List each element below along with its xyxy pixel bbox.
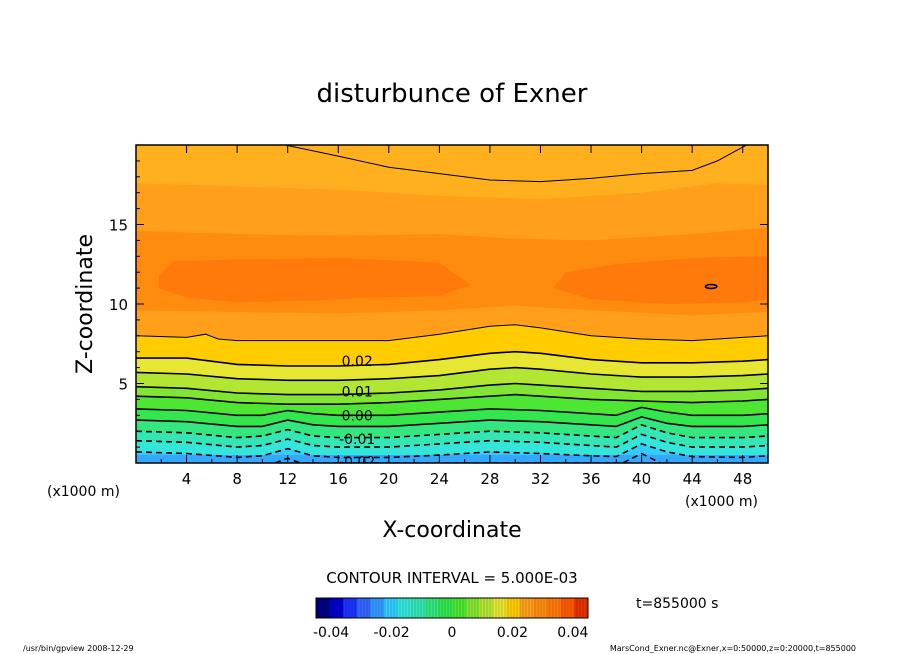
x-tick-label-36: 36 xyxy=(581,470,600,488)
colorbar-cell-14 xyxy=(506,598,521,618)
colorbar-cell-15 xyxy=(520,598,535,618)
contour-label-4: -0.02 xyxy=(339,454,375,470)
colorbar-tick-label-2: 0 xyxy=(448,625,457,641)
colorbar-cell-18 xyxy=(560,598,575,618)
contour-label-2: 0.00 xyxy=(342,408,373,424)
colorbar-cell-8 xyxy=(424,598,439,618)
chart-title: disturbunce of Exner xyxy=(317,79,588,109)
y-axis-label: Z-coordinate xyxy=(73,234,98,374)
contour-line-9 xyxy=(136,433,768,448)
closed-contour-0 xyxy=(704,283,718,290)
x-tick-label-28: 28 xyxy=(480,470,499,488)
x-units-right: (x1000 m) xyxy=(685,494,758,510)
contour-labels: 0.02 0.01 0.00 -0.01 -0.02 xyxy=(339,354,375,470)
colorbar-cell-12 xyxy=(479,598,494,618)
contour-line-0 xyxy=(285,145,747,183)
x-axis-label: X-coordinate xyxy=(382,518,521,543)
contour-interval-text: CONTOUR INTERVAL = 5.000E-03 xyxy=(326,569,577,587)
colorbar-cell-7 xyxy=(411,598,426,618)
colorbar-cell-4 xyxy=(370,598,385,618)
colorbar-cell-2 xyxy=(343,598,358,618)
colorbar-frame xyxy=(315,597,589,619)
orange-region-2 xyxy=(158,257,472,303)
x-tick-label-16: 16 xyxy=(329,470,348,488)
contour-line-2 xyxy=(136,350,768,367)
colorbar-cell-19 xyxy=(574,598,589,618)
contour-line-6 xyxy=(136,406,768,417)
colorbar-tick-label-4: 0.04 xyxy=(557,625,588,641)
contour-line-8 xyxy=(136,423,768,439)
colorbar: -0.04 -0.02 0 0.02 0.04 xyxy=(313,597,589,641)
contour-line-5 xyxy=(136,393,768,406)
contour-label-3: -0.01 xyxy=(339,432,375,448)
colorbar-cell-17 xyxy=(547,598,562,618)
colorbar-tick-label-1: -0.02 xyxy=(373,625,409,641)
contour-label-1: 0.01 xyxy=(342,384,373,400)
contour-line-3 xyxy=(136,366,768,382)
colorbar-cell-9 xyxy=(438,598,453,618)
colorbar-cell-3 xyxy=(356,598,371,618)
time-label: t=855000 s xyxy=(636,596,718,612)
colorbar-cell-11 xyxy=(465,598,480,618)
contour-line-1 xyxy=(136,324,768,342)
colorbar-cell-10 xyxy=(452,598,467,618)
x-tick-label-12: 12 xyxy=(278,470,297,488)
footer-left: /usr/bin/gpview 2008-12-29 xyxy=(23,644,134,653)
x-tick-label-8: 8 xyxy=(232,470,242,488)
y-tick-label-10: 10 xyxy=(109,296,128,314)
x-tick-label-48: 48 xyxy=(733,470,752,488)
colorbar-cell-16 xyxy=(533,598,548,618)
colorbar-cell-0 xyxy=(316,598,331,618)
colorbar-cell-1 xyxy=(329,598,344,618)
contour-line-10 xyxy=(136,443,768,459)
colorbar-cell-5 xyxy=(384,598,399,618)
contour-lines xyxy=(136,145,768,463)
x-tick-label-20: 20 xyxy=(379,470,398,488)
plot-area: 0.02 0.01 0.00 -0.01 -0.02 xyxy=(136,145,768,470)
bottom-blue-band xyxy=(136,455,768,463)
colorbar-cell-13 xyxy=(492,598,507,618)
contour-label-0: 0.02 xyxy=(342,354,373,370)
colorbar-tick-label-3: 0.02 xyxy=(497,625,528,641)
contour-line-11 xyxy=(274,452,661,463)
x-tick-label-40: 40 xyxy=(632,470,651,488)
orange-regions xyxy=(136,183,768,341)
x-units-left: (x1000 m) xyxy=(47,484,120,500)
x-tick-label-4: 4 xyxy=(182,470,192,488)
x-tick-label-44: 44 xyxy=(683,470,702,488)
filled-bands xyxy=(136,324,768,463)
contour-line-4 xyxy=(136,382,768,396)
contour-line-7 xyxy=(136,416,768,428)
orange-region-3 xyxy=(553,256,768,304)
y-tick-label-15: 15 xyxy=(109,217,128,235)
colorbar-cell-6 xyxy=(397,598,412,618)
x-tick-label-32: 32 xyxy=(531,470,550,488)
footer-right: MarsCond_Exner.nc@Exner,x=0:50000,z=0:20… xyxy=(610,644,856,653)
colorbar-tick-label-0: -0.04 xyxy=(313,625,349,641)
y-tick-label-5: 5 xyxy=(118,376,128,394)
x-tick-label-24: 24 xyxy=(430,470,449,488)
